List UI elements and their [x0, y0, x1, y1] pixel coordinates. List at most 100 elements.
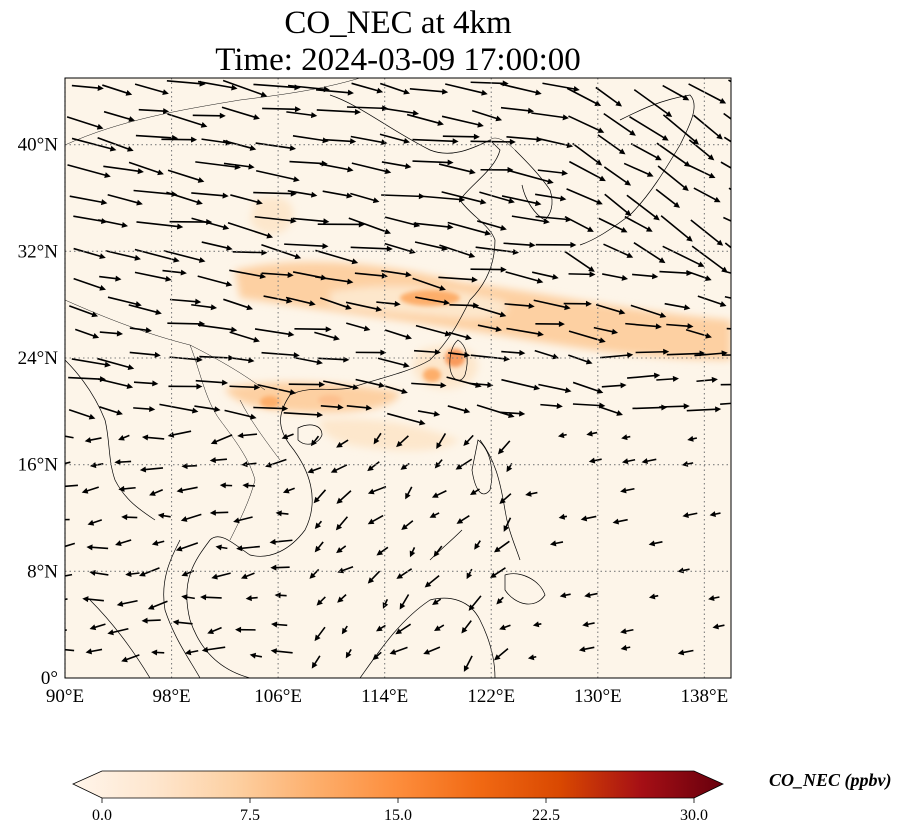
wind-arrow: [630, 304, 667, 318]
wind-arrow: [535, 321, 565, 328]
coastline-bay-of-bengal: [65, 359, 156, 521]
latitude-tick-label: 16°N: [18, 455, 59, 476]
wind-arrow: [664, 302, 691, 311]
wind-arrow: [686, 406, 722, 413]
wind-arrow: [597, 134, 626, 155]
wind-arrow: [87, 519, 103, 526]
wind-arrow: [375, 624, 386, 632]
wind-arrow: [245, 595, 258, 602]
wind-arrow: [417, 410, 441, 417]
wind-arrow: [255, 169, 300, 183]
longitude-tick-label: 130°E: [574, 686, 622, 707]
wind-arrow: [474, 540, 481, 550]
wind-arrow: [307, 466, 322, 474]
colorbar-ticks: 0.0 7.5 15.0 22.5 30.0: [92, 798, 708, 824]
wind-arrow: [532, 621, 542, 628]
coastline-hainan: [297, 424, 323, 445]
wind-arrow: [68, 408, 96, 420]
wind-arrow: [351, 162, 392, 175]
wind-arrow: [82, 596, 104, 603]
wind-arrow: [81, 486, 99, 494]
wind-arrow: [209, 509, 229, 516]
wind-arrow: [415, 296, 450, 306]
wind-arrow: [367, 485, 387, 495]
coastline-philippines: [479, 439, 521, 561]
wind-arrow: [438, 276, 478, 283]
wind-arrow: [288, 381, 326, 388]
wind-arrow: [708, 595, 720, 602]
wind-arrow: [98, 378, 134, 389]
wind-arrow: [71, 358, 111, 368]
wind-arrow: [438, 163, 476, 175]
wind-arrow: [593, 326, 619, 335]
wind-arrow: [445, 83, 488, 96]
wind-arrow: [138, 108, 170, 115]
wind-arrow: [475, 246, 520, 255]
wind-arrow: [350, 245, 393, 252]
wind-arrow: [442, 133, 480, 140]
wind-arrow: [281, 433, 294, 440]
wind-arrow: [128, 161, 164, 176]
co-plume-north-china: [250, 196, 294, 235]
wind-arrow: [129, 327, 152, 334]
wind-arrow: [720, 383, 731, 386]
wind-arrow: [535, 193, 567, 202]
wind-arrow: [310, 435, 320, 447]
country-borders: [65, 78, 516, 541]
wind-arrow: [167, 169, 205, 183]
wind-arrow: [367, 461, 380, 472]
wind-arrow: [149, 488, 164, 496]
wind-arrow: [223, 162, 255, 170]
longitude-tick-label: 122°E: [467, 686, 515, 707]
wind-arrow: [629, 115, 669, 141]
wind-arrow: [709, 511, 721, 518]
wind-arrow: [624, 215, 653, 232]
wind-arrow: [470, 354, 511, 362]
colorbar-tick-label: 30.0: [680, 807, 708, 824]
coastline-malay-peninsula: [163, 539, 201, 678]
wind-arrow: [197, 80, 238, 91]
wind-arrow: [166, 191, 203, 205]
wind-arrow: [105, 249, 141, 261]
wind-arrow: [167, 113, 208, 128]
wind-arrow: [129, 351, 161, 358]
wind-arrow: [285, 296, 316, 307]
wind-arrow: [412, 138, 459, 145]
wind-arrow: [372, 651, 382, 661]
wind-arrow: [635, 348, 670, 355]
wind-arrow: [385, 385, 408, 395]
wind-arrow: [355, 349, 387, 356]
wind-arrow: [107, 296, 142, 307]
wind-arrow: [128, 304, 162, 315]
wind-arrow: [323, 380, 359, 390]
wind-arrow: [411, 382, 447, 389]
wind-arrow: [71, 84, 104, 91]
wind-arrow: [314, 626, 326, 642]
wind-arrow: [578, 646, 595, 653]
coastlines: [65, 94, 695, 678]
wind-arrow: [662, 245, 705, 267]
wind-arrow: [504, 302, 535, 309]
wind-arrow: [382, 598, 389, 609]
wind-arrow: [412, 159, 454, 166]
coastline-sumatra: [89, 599, 151, 678]
wind-arrow: [200, 594, 222, 601]
wind-arrow: [102, 84, 133, 96]
wind-arrow: [134, 271, 172, 282]
wind-arrow: [65, 598, 68, 601]
wind-arrow: [471, 109, 503, 122]
wind-arrow: [223, 298, 253, 311]
wind-arrow: [69, 305, 99, 318]
wind-arrow: [627, 372, 661, 379]
wind-arrow: [262, 106, 302, 113]
wind-arrow: [284, 243, 329, 250]
wind-arrow: [257, 383, 297, 396]
co-hotspot-vietnam: [260, 396, 280, 408]
border-china-south: [65, 299, 266, 391]
wind-arrow: [65, 484, 78, 488]
wind-arrow: [314, 541, 324, 553]
wind-arrow: [274, 592, 287, 599]
wind-arrow: [384, 329, 412, 340]
wind-arrow: [315, 275, 354, 285]
